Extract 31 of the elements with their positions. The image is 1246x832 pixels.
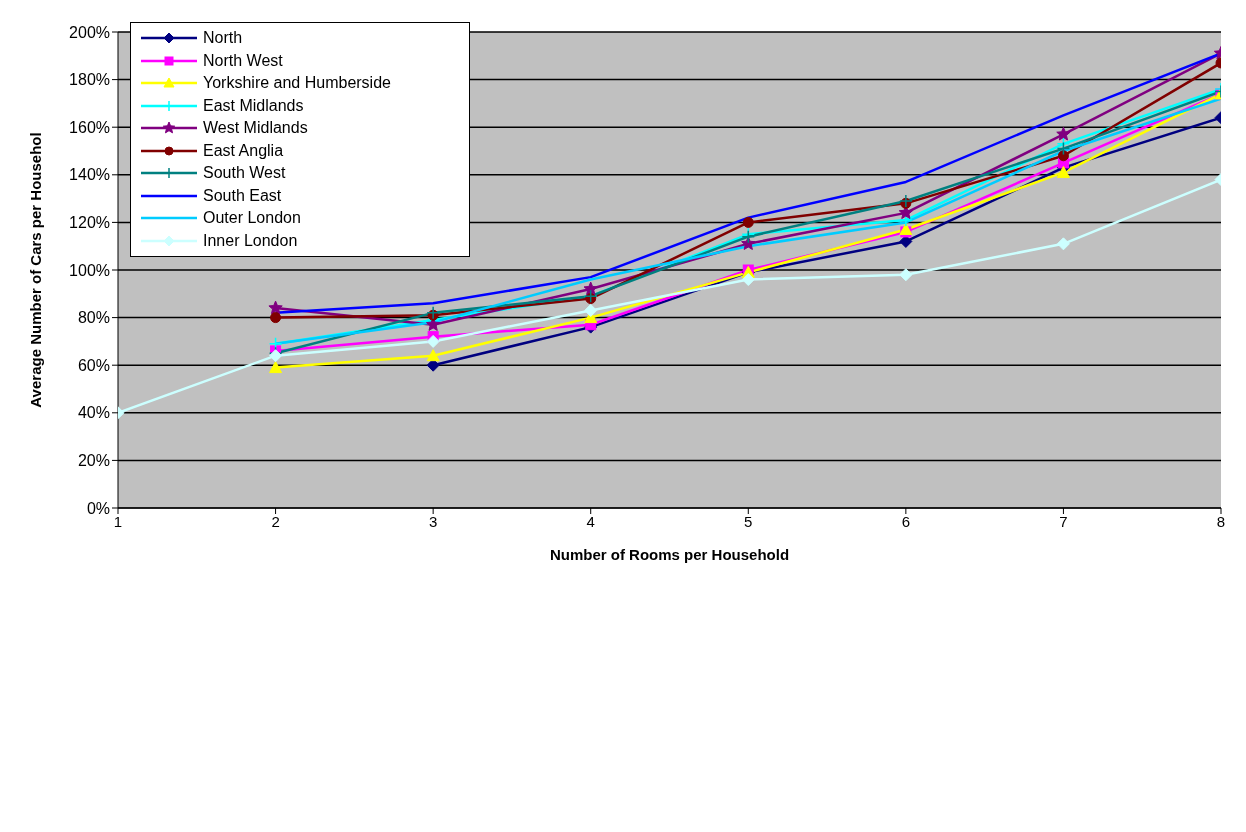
y-tick-label: 160%	[69, 118, 110, 136]
y-axis-title: Average Number of Cars per Househol	[27, 132, 45, 408]
y-tick-label: 0%	[86, 499, 110, 517]
y-tick-label: 180%	[69, 71, 110, 89]
x-tick-label: 2	[271, 512, 280, 530]
x-tick-label: 7	[1059, 512, 1068, 530]
legend-label: Yorkshire and Humberside	[203, 73, 391, 93]
legend-label: Outer London	[203, 208, 301, 228]
legend-label: Inner London	[203, 230, 298, 251]
x-tick-label: 8	[1216, 512, 1226, 530]
x-tick-label: 1	[113, 512, 123, 530]
y-tick-label: 140%	[69, 166, 110, 184]
legend-label: East Anglia	[203, 140, 284, 161]
y-tick-label: 80%	[77, 309, 110, 327]
legend-label: West Midlands	[203, 118, 308, 138]
y-tick-label: 20%	[77, 452, 110, 470]
x-tick-label: 3	[428, 512, 438, 530]
x-tick-label: 5	[744, 512, 753, 530]
legend-label: East Midlands	[203, 95, 304, 116]
legend-label: North West	[203, 50, 283, 71]
legend-label: North	[203, 28, 243, 48]
x-tick-label: 6	[901, 512, 911, 530]
y-tick-label: 200%	[69, 23, 110, 41]
y-tick-label: 120%	[69, 214, 110, 232]
x-axis-title: Number of Rooms per Household	[549, 546, 790, 563]
legend-label: South East	[203, 185, 282, 206]
y-tick-label: 100%	[69, 261, 110, 279]
x-tick-label: 4	[586, 512, 595, 530]
y-tick-label: 40%	[77, 404, 110, 422]
legend-label: South West	[203, 163, 286, 183]
y-tick-label: 60%	[77, 356, 110, 374]
